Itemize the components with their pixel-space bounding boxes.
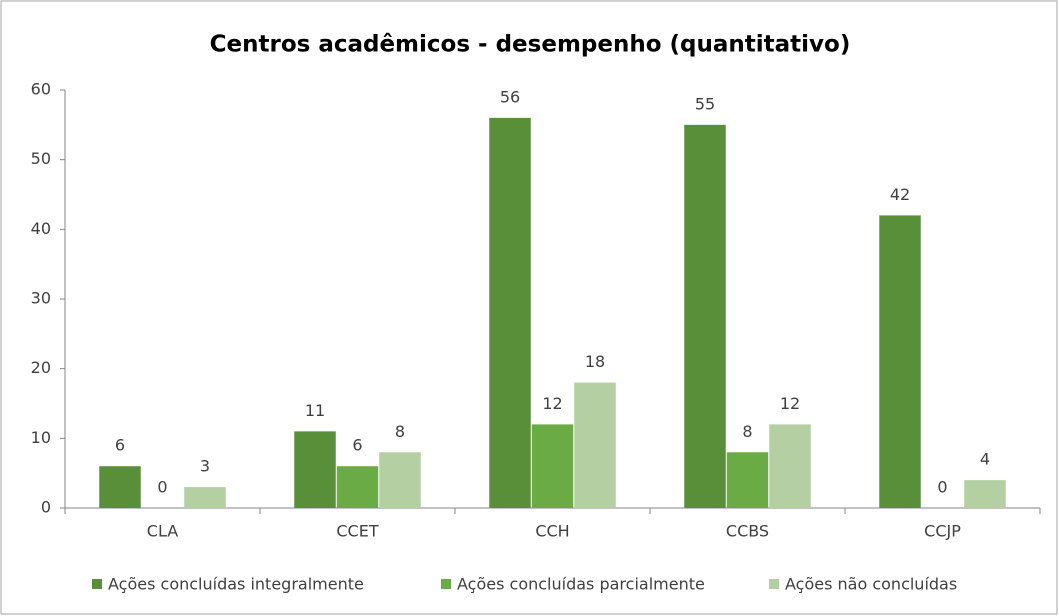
chart-title: Centros acadêmicos - desempenho (quantit… (210, 32, 851, 58)
bar (769, 424, 811, 508)
bar (184, 487, 226, 508)
data-label: 12 (542, 394, 562, 413)
x-tick-label: CCBS (726, 522, 769, 541)
y-tick-label: 0 (41, 498, 51, 517)
data-label: 3 (200, 457, 210, 476)
bar (726, 452, 769, 508)
x-tick-label: CLA (147, 522, 178, 541)
legend-label: Ações não concluídas (785, 575, 957, 594)
data-label: 6 (352, 436, 362, 455)
data-label: 0 (937, 478, 947, 497)
bar (684, 124, 726, 508)
data-label: 11 (305, 401, 325, 420)
y-tick-label: 10 (31, 428, 51, 447)
data-label: 18 (585, 352, 605, 371)
legend-label: Ações concluídas integralmente (108, 575, 364, 594)
data-label: 42 (890, 185, 910, 204)
bar (294, 431, 336, 508)
x-tick-label: CCH (535, 522, 569, 541)
x-tick-label: CCJP (924, 522, 961, 541)
data-label: 4 (980, 450, 990, 469)
y-tick-label: 40 (31, 219, 51, 238)
x-tick-label: CCET (336, 522, 378, 541)
data-label: 8 (395, 422, 405, 441)
bar (379, 452, 421, 508)
data-label: 56 (500, 87, 520, 106)
bar (489, 117, 531, 508)
legend-swatch (92, 579, 102, 589)
data-label: 8 (742, 422, 752, 441)
data-label: 55 (695, 94, 715, 113)
data-label: 6 (115, 436, 125, 455)
bar (574, 382, 616, 508)
bar (336, 466, 379, 508)
y-tick-label: 60 (31, 80, 51, 99)
legend-swatch (441, 579, 451, 589)
legend-swatch (769, 579, 779, 589)
bar (99, 466, 141, 508)
bar (879, 215, 921, 508)
bar (531, 424, 574, 508)
y-tick-label: 30 (31, 289, 51, 308)
bar (964, 480, 1006, 508)
y-tick-label: 50 (31, 149, 51, 168)
data-label: 12 (780, 394, 800, 413)
y-tick-label: 20 (31, 358, 51, 377)
data-label: 0 (157, 478, 167, 497)
legend-label: Ações concluídas parcialmente (457, 575, 705, 594)
